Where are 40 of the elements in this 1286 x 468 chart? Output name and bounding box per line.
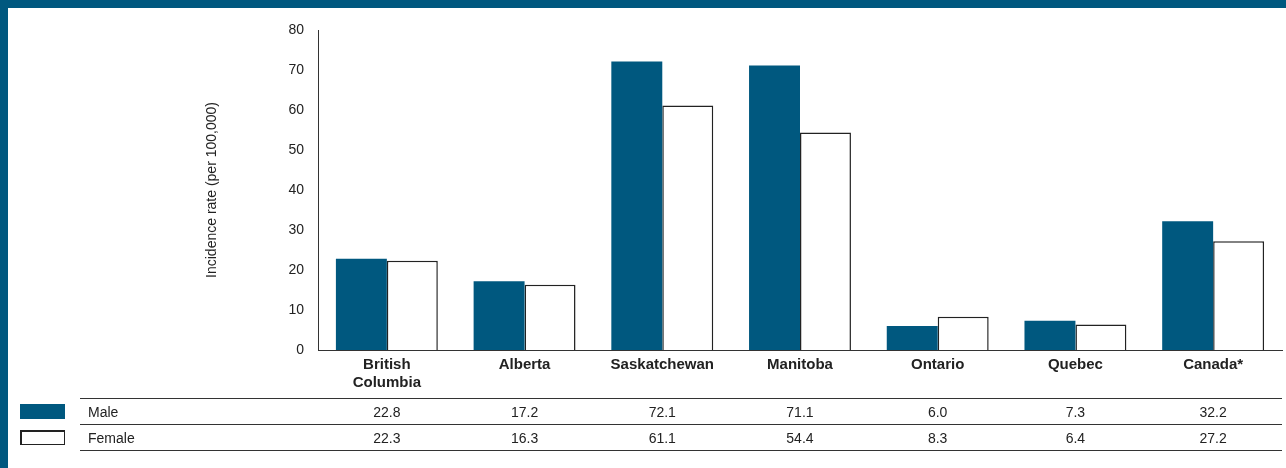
data-label: 22.3 (372, 428, 402, 448)
x-tick-label: Saskatchewan (610, 355, 714, 373)
bar (886, 326, 938, 350)
y-tick-label: 70 (288, 60, 305, 77)
y-axis-title: Incidence rate (per 100,000) (203, 102, 220, 278)
x-tick-label: Canada* (1183, 355, 1244, 373)
x-tick-label: British Columbia (352, 355, 422, 391)
data-label: 61.1 (647, 428, 677, 448)
bar (749, 65, 800, 350)
y-tick-label: 50 (288, 140, 305, 157)
x-tick-label: Alberta (498, 355, 552, 373)
data-label: 17.2 (509, 402, 540, 422)
y-tick-label: 60 (288, 100, 305, 117)
data-label: 72.1 (647, 402, 677, 422)
bar (1162, 221, 1214, 350)
x-tick-label: Manitoba (767, 355, 834, 373)
y-tick-label: 20 (288, 260, 305, 277)
y-tick-label: 30 (288, 220, 305, 237)
data-label: 6.4 (1064, 428, 1087, 448)
data-label: 7.3 (1064, 402, 1087, 422)
bar (611, 61, 663, 350)
data-label: 22.8 (372, 402, 402, 422)
data-label: 71.1 (785, 402, 815, 422)
bar (473, 281, 525, 350)
data-label: 27.2 (1198, 428, 1228, 448)
legend-label: Female (88, 429, 135, 446)
data-label: 32.2 (1198, 402, 1228, 422)
y-tick-label: 40 (288, 180, 305, 197)
data-label: 6.0 (926, 402, 949, 422)
x-tick-label: Quebec (1047, 355, 1103, 373)
data-label: 16.3 (509, 428, 540, 448)
bar (1024, 320, 1076, 350)
bar (335, 258, 387, 350)
x-tick-label: Ontario (911, 355, 965, 373)
data-label: 54.4 (785, 428, 815, 448)
y-tick-label: 0 (296, 340, 305, 357)
y-tick-label: 10 (288, 300, 305, 317)
legend-label: Male (88, 403, 119, 420)
data-label: 8.3 (926, 428, 949, 448)
y-tick-label: 80 (288, 20, 305, 37)
